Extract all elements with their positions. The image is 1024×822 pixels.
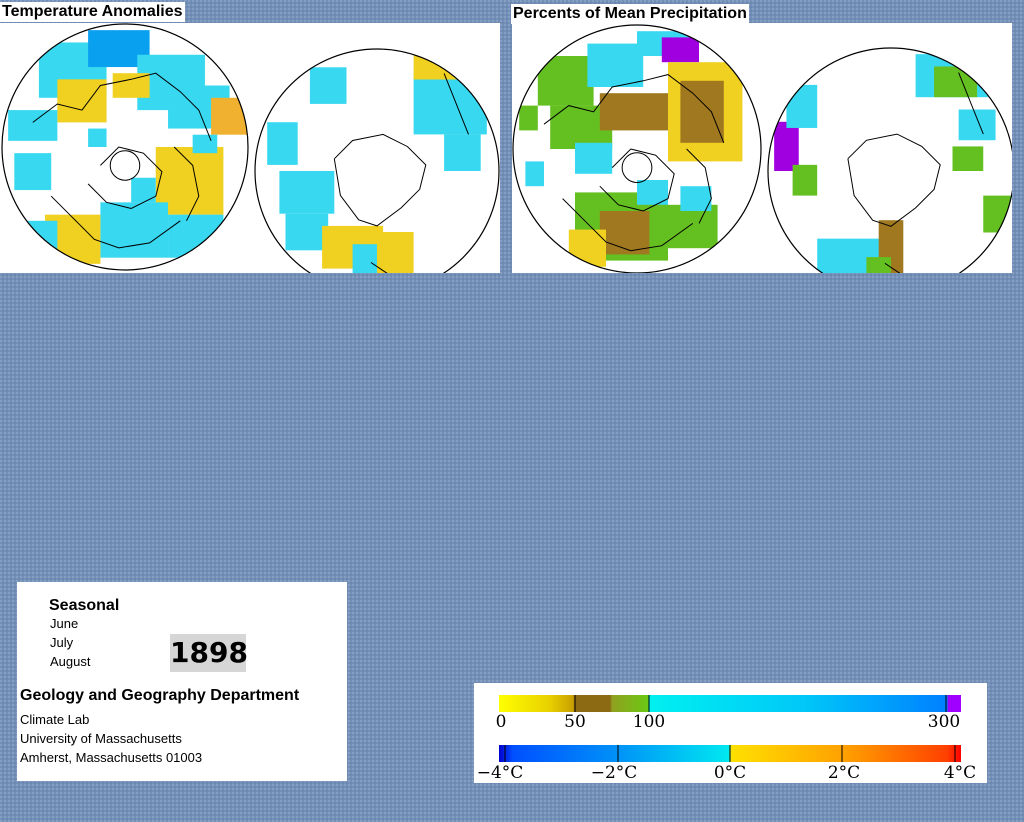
precipitation-map-panel: [512, 23, 1012, 273]
globe-outline: [512, 24, 762, 273]
precipitation-maps: [512, 24, 1012, 273]
temperature-maps: [1, 23, 500, 273]
season-label: Seasonal: [49, 597, 120, 614]
globe-outline: [1, 23, 249, 271]
month-june: June: [50, 616, 79, 631]
temp-tick-label-0: 0°C: [714, 763, 746, 783]
percents-of-mean-precipitation-title: Percents of Mean Precipitation: [511, 4, 749, 24]
address-line-lab: Climate Lab: [20, 712, 90, 727]
precipitation-ticks: [574, 695, 947, 712]
southern-hemisphere-temperature-map: [254, 48, 500, 273]
legend-box: 0 50 100 300 −4°C −2°C 0°C 2°C 4°C: [474, 683, 987, 783]
precip-tick-label-0: 0: [496, 712, 507, 732]
month-august: August: [50, 654, 91, 669]
temp-tick-label-minus-4: −4°C: [477, 763, 524, 783]
temp-tick-label-2: 2°C: [828, 763, 860, 783]
globe-disc: [768, 48, 1012, 273]
southern-hemisphere-precipitation-map: [767, 47, 1012, 273]
precip-tick-label-100: 100: [633, 712, 665, 732]
info-box: Seasonal June July August 1898 Geology a…: [17, 582, 347, 781]
address-line-university: University of Massachusetts: [20, 731, 182, 746]
color-legends: 0 50 100 300 −4°C −2°C 0°C 2°C 4°C: [477, 695, 976, 783]
department-name: Geology and Geography Department: [20, 687, 300, 704]
month-july: July: [50, 635, 74, 650]
temperature-anomalies-title: Temperature Anomalies: [0, 2, 185, 22]
northern-hemisphere-precipitation-map: [512, 24, 762, 273]
globe-outline: [767, 47, 1012, 273]
temperature-map-panel: [0, 23, 500, 273]
globe-outline: [254, 48, 500, 273]
temp-tick-label-minus-2: −2°C: [591, 763, 638, 783]
precipitation-color-bar: [499, 695, 961, 712]
northern-hemisphere-temperature-map: [1, 23, 249, 271]
temp-tick-label-4: 4°C: [944, 763, 976, 783]
precip-tick-label-50: 50: [564, 712, 586, 732]
precip-tick-label-300: 300: [928, 712, 960, 732]
year-display: 1898: [170, 634, 248, 672]
address-line-city: Amherst, Massachusetts 01003: [20, 750, 203, 765]
temperature-ticks: [504, 745, 956, 762]
